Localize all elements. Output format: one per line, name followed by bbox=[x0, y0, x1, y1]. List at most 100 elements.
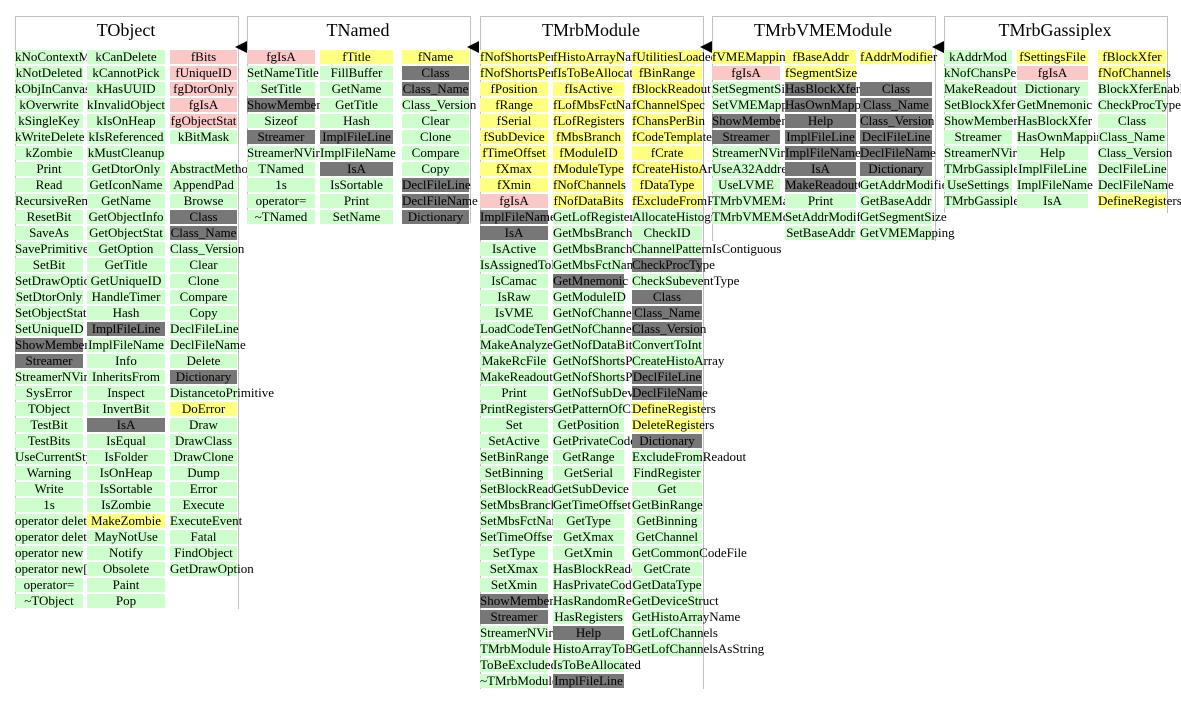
member-cell: DeclFileName bbox=[860, 145, 936, 160]
member-cell: Class_Name bbox=[1098, 129, 1166, 144]
member-cell: AppendPad bbox=[170, 178, 237, 192]
member-cell: Hash bbox=[87, 306, 165, 320]
member-cell: IsA bbox=[320, 162, 393, 176]
member-cell: fExcludeFromReadout bbox=[632, 193, 751, 208]
member-cell: kZombie bbox=[15, 146, 83, 160]
member-cell: IsVME bbox=[480, 306, 548, 320]
member-cell: Inspect bbox=[87, 386, 165, 400]
member-cell: fUtilitiesLoaded bbox=[632, 49, 718, 64]
member-cell: Dictionary bbox=[1017, 82, 1088, 96]
member-cell: GetObjectStat bbox=[87, 226, 165, 240]
member-cell: ImplFileLine bbox=[785, 129, 856, 144]
member-cell: ConvertToInt bbox=[632, 337, 702, 352]
member-cell: fTimeOffset bbox=[480, 146, 548, 160]
class-name: TObject bbox=[96, 20, 156, 40]
member-cell: ChannelPatternIsContiguous bbox=[632, 241, 782, 256]
member-cell: fName bbox=[402, 50, 469, 64]
member-cell: IsToBeAllocated bbox=[553, 657, 641, 672]
member-cell: fMbsBranch bbox=[553, 130, 624, 144]
member-cell: fBlockXfer bbox=[1098, 50, 1166, 64]
member-cell: Warning bbox=[15, 466, 83, 480]
member-cell: Sizeof bbox=[247, 114, 315, 128]
member-cell: TMrbGassiplex bbox=[944, 193, 1026, 208]
member-cell: fModuleType bbox=[553, 161, 624, 176]
member-cell: Set bbox=[480, 418, 548, 432]
member-cell: Info bbox=[87, 354, 165, 368]
member-cell: GetChannel bbox=[632, 530, 702, 544]
inheritance-arrow-icon bbox=[932, 41, 944, 53]
class-box-tmrbmodule bbox=[480, 16, 704, 689]
member-cell: fLofRegisters bbox=[553, 113, 625, 128]
member-cell: Class_Version bbox=[402, 97, 477, 112]
member-cell: ResetBit bbox=[15, 210, 83, 224]
member-cell: FindObject bbox=[170, 546, 237, 560]
member-cell: SetVMEMapping bbox=[712, 97, 805, 112]
member-cell: GetCommonCodeFile bbox=[632, 545, 747, 560]
member-cell: fTitle bbox=[320, 50, 393, 64]
member-cell: Dictionary bbox=[170, 370, 237, 384]
member-cell: Streamer bbox=[944, 130, 1012, 144]
member-cell: DefineRegisters bbox=[1098, 193, 1181, 208]
member-cell: StreamerNVirtual bbox=[712, 145, 805, 160]
member-cell: Clone bbox=[170, 274, 237, 288]
member-cell: MakeReadoutCode bbox=[944, 81, 1045, 96]
member-cell: fgIsA bbox=[1017, 66, 1088, 80]
member-cell: UseLVME bbox=[712, 178, 780, 192]
member-cell: operator new bbox=[15, 545, 84, 560]
member-cell: TestBit bbox=[15, 418, 83, 432]
member-cell: fSubDevice bbox=[480, 130, 548, 144]
member-cell: fIsToBeAllocated bbox=[553, 65, 646, 80]
member-cell: GetPosition bbox=[553, 418, 624, 432]
member-cell: GetUniqueID bbox=[87, 274, 165, 288]
member-cell: ImplFileName bbox=[480, 209, 556, 224]
member-cell: ImplFileLine bbox=[87, 322, 165, 336]
member-cell: SetDrawOption bbox=[15, 273, 97, 288]
member-cell: CheckID bbox=[632, 226, 702, 240]
member-cell: GetDrawOption bbox=[170, 561, 254, 576]
member-cell: GetLofChannelsAsString bbox=[632, 641, 765, 656]
class-name: TMrbModule bbox=[542, 20, 640, 40]
member-cell: GetPrivateCodeFile bbox=[553, 433, 657, 448]
member-cell: fChannelSpec bbox=[632, 97, 705, 112]
member-cell: GetLofChannels bbox=[632, 625, 718, 640]
member-cell: GetBinRange bbox=[632, 497, 703, 512]
member-cell: SetBlockXfer bbox=[944, 97, 1016, 112]
member-cell: SaveAs bbox=[15, 226, 83, 240]
member-cell: HasRandomReadout bbox=[553, 593, 661, 608]
member-cell: fNofDataBits bbox=[553, 193, 624, 208]
member-cell: Class_Name bbox=[402, 81, 469, 96]
member-cell: GetRange bbox=[553, 450, 624, 464]
member-cell: SetBaseAddr bbox=[785, 225, 856, 240]
member-cell: Class bbox=[1098, 114, 1166, 128]
member-cell: SetUniqueID bbox=[15, 321, 84, 336]
member-cell: ImplFileName bbox=[87, 337, 165, 352]
member-cell: GetDeviceStruct bbox=[632, 593, 719, 608]
member-cell: kObjInCanvas bbox=[15, 81, 91, 96]
member-cell: fBlockReadout bbox=[632, 81, 711, 96]
member-cell: Obsolete bbox=[87, 562, 165, 576]
member-cell: MayNotUse bbox=[87, 530, 165, 544]
member-cell: ImplFileLine bbox=[1017, 161, 1088, 176]
member-cell: CheckProcType bbox=[632, 257, 715, 272]
member-cell: ToBeExcludedFromReadout bbox=[480, 658, 629, 672]
member-cell: fChansPerBin bbox=[632, 113, 705, 128]
member-cell: ImplFileLine bbox=[553, 673, 624, 688]
member-cell: ImplFileName bbox=[785, 145, 861, 160]
member-cell: kWriteDelete bbox=[15, 129, 85, 144]
member-cell: MakeRcFile bbox=[480, 353, 548, 368]
member-cell: Streamer bbox=[480, 610, 548, 624]
member-cell: Print bbox=[320, 194, 393, 208]
member-cell: HasBlockXfer bbox=[1017, 113, 1093, 128]
member-cell: Dump bbox=[170, 466, 237, 480]
member-cell: GetSegmentSize bbox=[860, 209, 947, 224]
member-cell: GetDtorOnly bbox=[87, 162, 165, 176]
member-cell: GetNofShortsPerChannel bbox=[553, 353, 686, 368]
member-cell: kNoContextMenu bbox=[15, 49, 109, 64]
member-cell: IsActive bbox=[480, 242, 548, 256]
member-cell: GetName bbox=[87, 194, 165, 208]
member-cell: ShowMembers bbox=[712, 113, 791, 128]
member-cell: fHistoArrayName bbox=[553, 49, 647, 64]
member-cell: SetTitle bbox=[247, 82, 315, 96]
member-cell: DoError bbox=[170, 402, 237, 416]
member-cell: DeclFileName bbox=[170, 337, 246, 352]
